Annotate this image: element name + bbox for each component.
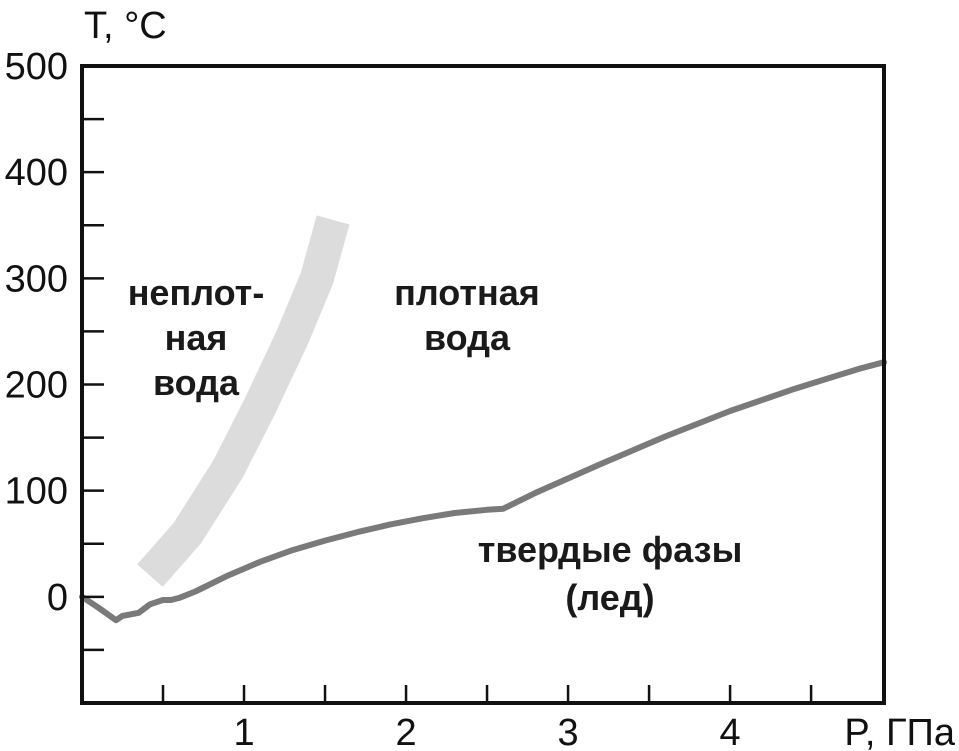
melting-curve-layer — [79, 359, 887, 624]
transition-band-layer — [137, 215, 350, 587]
y-tick-label: 300 — [5, 258, 68, 300]
x-axis-title: P, ГПа — [844, 712, 955, 751]
tick-label-layer: 1 2 3 4 0 100 200 300 400 500 — [5, 46, 741, 751]
x-tick-label: 1 — [233, 712, 254, 751]
region-label: вода — [424, 317, 511, 358]
region-label: неплот- — [128, 272, 265, 313]
x-tick-label: 2 — [395, 712, 416, 751]
y-tick-label: 0 — [47, 577, 68, 619]
y-tick-label: 400 — [5, 152, 68, 194]
region-label: твердые фазы — [478, 529, 743, 570]
y-tick-label: 500 — [5, 46, 68, 88]
region-label: ная — [165, 317, 228, 358]
y-axis-title: T, °C — [84, 5, 167, 47]
tick-layer — [82, 117, 813, 703]
region-label: плотная — [394, 272, 540, 313]
melting-curve — [79, 359, 887, 624]
x-tick-label: 4 — [720, 712, 741, 751]
y-tick-label: 200 — [5, 365, 68, 407]
region-label: (лед) — [565, 577, 654, 618]
x-tick-label: 3 — [557, 712, 578, 751]
region-label: вода — [153, 362, 240, 403]
transition-band — [137, 215, 350, 587]
y-tick-label: 100 — [5, 471, 68, 513]
